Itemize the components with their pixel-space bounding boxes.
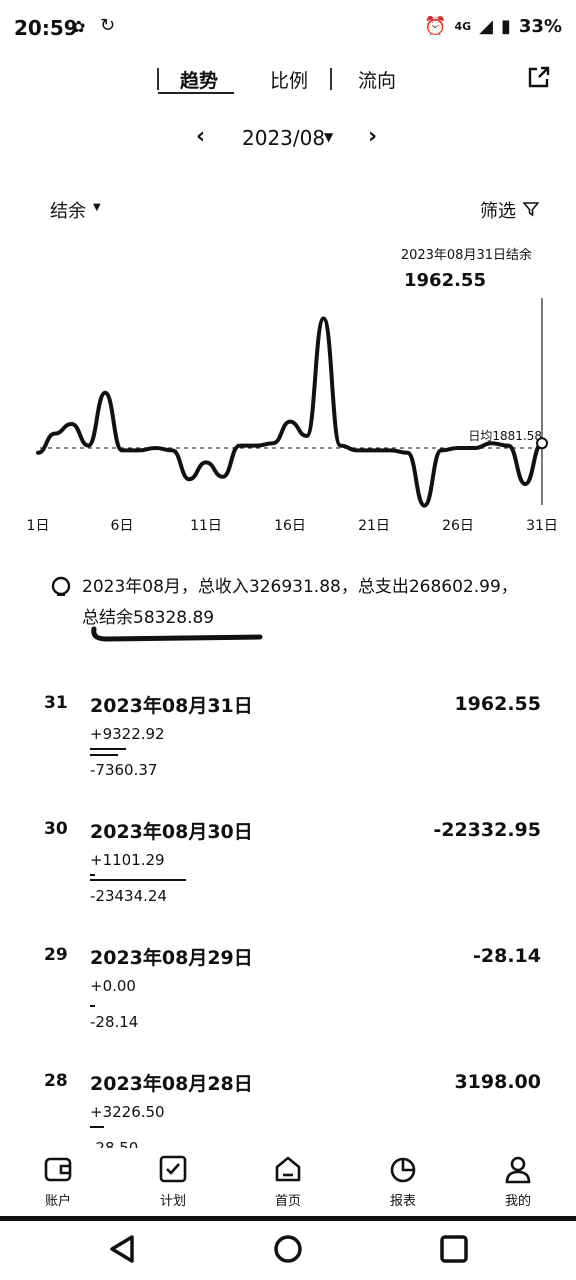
pen-underline-mark (91, 626, 263, 642)
tooltip-value: 1962.55 (404, 270, 486, 291)
x-tick-label: 6日 (111, 518, 134, 534)
expense-bar (90, 879, 186, 881)
tab-separator (157, 68, 159, 90)
day-expense: -28.14 (90, 1013, 139, 1031)
tooltip-date: 2023年08月31日结余 (400, 248, 532, 263)
x-tick-label: 21日 (358, 518, 390, 534)
day-expense: -28.50 (90, 1139, 139, 1148)
network-label: 4G (454, 19, 472, 33)
income-bar (90, 874, 95, 876)
x-axis-ticks: 1日 6日 11日 16日 21日 26日 31日 (27, 518, 558, 534)
home-icon (275, 1156, 301, 1182)
day-date: 2023年08月31日 (90, 695, 253, 717)
checklist-icon (159, 1155, 187, 1183)
person-icon (505, 1156, 531, 1184)
share-icon[interactable] (526, 64, 552, 90)
filter-button[interactable]: 筛选 (480, 201, 516, 222)
expense-bar (90, 754, 118, 756)
top-tabs: 趋势 比例 流向 (0, 62, 576, 98)
lightbulb-icon (51, 576, 71, 596)
day-expense: -23434.24 (90, 887, 167, 905)
tab-trend[interactable]: 趋势 (180, 70, 219, 92)
month-summary: 2023年08月，总收入326931.88，总支出268602.99， 总结余5… (82, 572, 532, 634)
day-date: 2023年08月29日 (90, 947, 253, 969)
nav-account[interactable]: 账户 (18, 1154, 98, 1209)
prev-month-icon[interactable]: ‹ (196, 124, 206, 149)
month-dropdown-icon[interactable]: ▼ (324, 130, 334, 144)
day-number: 31 (44, 693, 68, 713)
bottom-nav: 账户 计划 首页 报表 我的 (0, 1148, 576, 1216)
day-expense: -7360.37 (90, 761, 158, 779)
day-total: 1962.55 (454, 693, 541, 715)
day-row[interactable]: 28 2023年08月28日 3198.00 +3226.50 -28.50 (0, 1071, 576, 1148)
day-total: -22332.95 (433, 819, 541, 841)
system-nav-bar (0, 1221, 576, 1280)
day-number: 28 (44, 1071, 68, 1091)
filter-icon[interactable] (523, 201, 539, 217)
wechat-icon: ✿ (72, 17, 86, 36)
nav-home[interactable]: 首页 (248, 1154, 328, 1209)
day-number: 30 (44, 819, 68, 839)
mode-dropdown-icon[interactable]: ▼ (93, 202, 101, 213)
x-tick-label: 26日 (442, 518, 474, 534)
battery-level: 33% (518, 16, 562, 37)
status-bar: 20:59 ✿ ↻ ⏰ 4G ◢ ▮ 33% (0, 0, 576, 56)
sync-icon: ↻ (100, 15, 116, 36)
day-date: 2023年08月28日 (90, 1073, 253, 1095)
expense-bar (90, 1005, 95, 1007)
day-income: +9322.92 (90, 725, 165, 743)
trend-chart[interactable]: 日均1881.58 1日 6日 11日 16日 21日 26日 31日 (0, 290, 576, 540)
nav-plan[interactable]: 计划 (133, 1154, 213, 1209)
selected-point[interactable] (536, 437, 548, 450)
tab-separator (330, 68, 332, 90)
nav-label: 我的 (504, 1194, 531, 1209)
status-time: 20:59 (14, 16, 78, 40)
tab-ratio[interactable]: 比例 (270, 70, 309, 92)
battery-icon: ▮ (501, 16, 511, 37)
average-label: 日均1881.58 (468, 429, 542, 443)
x-tick-label: 31日 (526, 518, 558, 534)
recents-icon[interactable] (438, 1233, 470, 1265)
income-bar (90, 1126, 104, 1128)
day-row[interactable]: 29 2023年08月29日 -28.14 +0.00 -28.14 (0, 945, 576, 1065)
nav-report[interactable]: 报表 (363, 1154, 443, 1209)
day-row[interactable]: 30 2023年08月30日 -22332.95 +1101.29 -23434… (0, 819, 576, 939)
month-value[interactable]: 2023/08 (242, 126, 326, 150)
nav-label: 计划 (159, 1194, 186, 1209)
month-selector: ‹ 2023/08 ▼ › (0, 124, 576, 154)
day-income: +0.00 (90, 977, 136, 995)
tab-underline (158, 92, 234, 94)
nav-label: 首页 (274, 1194, 301, 1209)
x-tick-label: 1日 (27, 518, 50, 534)
back-icon[interactable] (106, 1233, 138, 1265)
nav-label: 账户 (44, 1194, 71, 1209)
day-total: 3198.00 (454, 1071, 541, 1093)
day-row[interactable]: 31 2023年08月31日 1962.55 +9322.92 -7360.37 (0, 693, 576, 813)
nav-divider (0, 1216, 576, 1221)
nav-label: 报表 (389, 1194, 416, 1209)
x-tick-label: 11日 (190, 518, 222, 534)
mode-select[interactable]: 结余 (50, 201, 86, 222)
balance-series-line (36, 316, 544, 508)
signal-icon: ◢ (479, 16, 493, 37)
wallet-icon (44, 1157, 72, 1182)
summary-line-2: 总结余58328.89 (82, 608, 215, 628)
x-tick-label: 16日 (274, 518, 306, 534)
summary-line-1: 2023年08月，总收入326931.88，总支出268602.99， (82, 577, 518, 597)
next-month-icon[interactable]: › (368, 124, 378, 149)
day-total: -28.14 (473, 945, 541, 967)
chart-header: 结余 ▼ 筛选 (0, 195, 576, 225)
pie-chart-icon (390, 1157, 416, 1183)
income-bar (90, 748, 126, 750)
nav-me[interactable]: 我的 (478, 1154, 558, 1209)
day-income: +3226.50 (90, 1103, 165, 1121)
day-number: 29 (44, 945, 68, 965)
status-right: ⏰ 4G ◢ ▮ 33% (424, 16, 562, 37)
day-income: +1101.29 (90, 851, 165, 869)
alarm-icon: ⏰ (424, 16, 447, 37)
home-circle-icon[interactable] (272, 1233, 304, 1265)
day-date: 2023年08月30日 (90, 821, 253, 843)
tab-flow[interactable]: 流向 (358, 70, 397, 92)
